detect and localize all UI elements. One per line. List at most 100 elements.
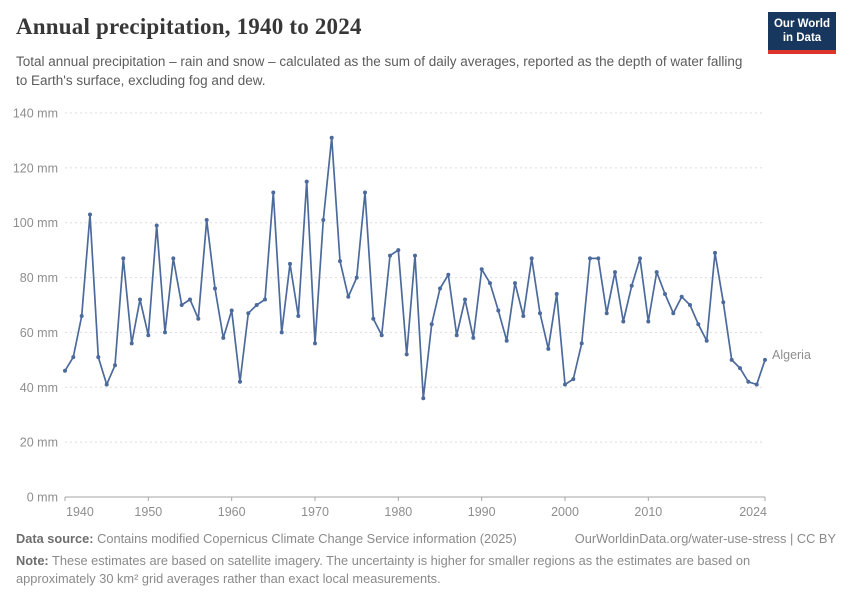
data-point	[363, 190, 367, 195]
data-point	[288, 261, 292, 266]
page-title: Annual precipitation, 1940 to 2024	[16, 14, 362, 39]
y-tick-label: 140 mm	[13, 107, 58, 121]
data-point	[529, 256, 534, 261]
algeria-line	[64, 136, 766, 400]
data-point	[163, 330, 167, 335]
data-point	[238, 379, 242, 384]
x-tick-label: 2000	[551, 505, 579, 519]
data-point	[429, 322, 434, 327]
data-point	[321, 218, 326, 222]
data-point	[371, 316, 376, 321]
data-point	[254, 303, 259, 307]
x-tick-label: 2024	[739, 505, 767, 519]
data-point	[496, 308, 501, 313]
data-source-label: Data source:	[16, 531, 94, 546]
y-tick-label: 120 mm	[13, 161, 58, 175]
data-point	[271, 190, 276, 195]
y-axis-labels: 0 mm 20 mm 40 mm 60 mm 80 mm 100 mm 120 mm 140 …	[13, 107, 58, 505]
x-tick-label: 1990	[468, 505, 496, 519]
x-axis: 1940 1950 1960 1970 1980 1990 2000 2010 2024	[64, 496, 767, 519]
data-point	[229, 308, 234, 313]
data-point	[554, 292, 559, 296]
data-point	[313, 341, 317, 346]
x-tick-label: 1980	[384, 505, 412, 519]
data-source: Data source: Contains modified Copernicu…	[16, 531, 517, 546]
series-end-label: Algeria	[772, 348, 811, 362]
data-point	[104, 382, 109, 387]
data-point	[588, 256, 592, 261]
data-point	[96, 355, 101, 360]
line-chart: 0 mm 20 mm 40 mm 60 mm 80 mm 100 mm 120 mm 140 …	[13, 107, 811, 520]
data-point	[471, 335, 476, 340]
data-source-text: Contains modified Copernicus Climate Cha…	[97, 531, 517, 546]
series-algeria: Algeria	[63, 135, 811, 401]
data-point	[671, 311, 676, 316]
data-point	[546, 346, 551, 351]
data-point	[604, 311, 609, 316]
data-point	[579, 341, 584, 346]
data-point	[479, 267, 484, 272]
data-point	[688, 303, 692, 307]
data-point	[754, 382, 759, 387]
data-point	[613, 270, 617, 275]
x-tick-label: 1940	[66, 505, 94, 519]
data-point	[713, 250, 717, 255]
y-tick-label: 80 mm	[20, 271, 58, 285]
data-point	[438, 286, 442, 291]
data-point	[421, 396, 426, 401]
data-point	[729, 357, 734, 362]
chart-footer: Data source: Contains modified Copernicu…	[16, 531, 836, 588]
data-point	[763, 357, 767, 362]
data-point	[146, 333, 151, 338]
attribution: OurWorldinData.org/water-use-stress | CC…	[574, 531, 836, 546]
y-tick-label: 40 mm	[20, 381, 58, 395]
data-point	[246, 311, 251, 316]
data-point	[521, 314, 526, 318]
data-point	[396, 248, 401, 253]
data-point	[221, 335, 226, 340]
x-tick-label: 2010	[634, 505, 662, 519]
data-point	[454, 333, 459, 338]
data-point	[596, 256, 601, 261]
chart-note: Note: These estimates are based on satel…	[16, 552, 812, 588]
data-point	[71, 355, 76, 360]
data-point	[113, 363, 117, 368]
data-point	[279, 330, 284, 335]
data-point	[154, 223, 159, 228]
y-tick-label: 0 mm	[27, 491, 58, 505]
data-point	[354, 275, 359, 280]
note-label: Note:	[16, 553, 49, 568]
data-point	[304, 179, 309, 184]
data-point	[138, 297, 142, 302]
owid-logo-text-line1: Our World	[773, 17, 830, 30]
data-point	[79, 314, 84, 318]
data-point	[171, 256, 176, 261]
x-tick-label: 1960	[218, 505, 246, 519]
data-point	[179, 303, 184, 307]
data-point	[538, 311, 542, 316]
data-point	[296, 314, 301, 318]
data-point	[679, 294, 684, 299]
data-point	[129, 341, 134, 346]
owid-logo: Our World in Data	[768, 12, 836, 54]
data-point	[663, 292, 667, 296]
data-point	[513, 281, 517, 286]
data-point	[204, 218, 209, 222]
data-point	[188, 297, 192, 302]
data-point	[563, 382, 567, 387]
y-tick-label: 60 mm	[20, 326, 58, 340]
data-point	[721, 300, 726, 305]
data-point	[213, 286, 217, 291]
data-point	[88, 212, 92, 217]
owid-logo-text-line2: in Data	[782, 32, 822, 44]
data-point	[121, 256, 126, 261]
data-point	[463, 297, 467, 302]
data-point	[263, 297, 267, 302]
gridlines	[65, 112, 765, 443]
data-point	[379, 333, 384, 338]
data-point	[338, 259, 342, 264]
data-point	[646, 319, 651, 324]
data-point	[638, 256, 642, 261]
data-point	[63, 368, 67, 373]
